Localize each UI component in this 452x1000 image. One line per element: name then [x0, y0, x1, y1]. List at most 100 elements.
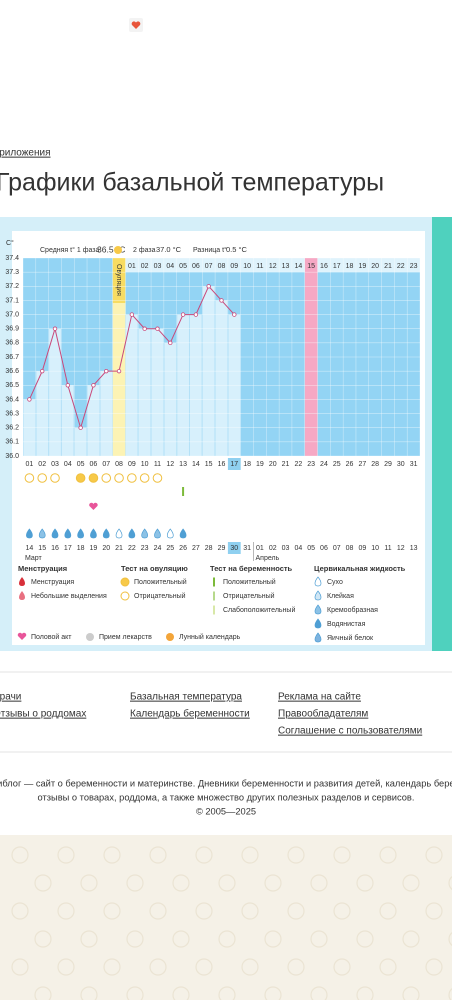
stat-value: 0.5 °C — [226, 245, 248, 254]
phase-label: 10 — [243, 263, 251, 270]
date-label: 11 — [384, 545, 391, 552]
ovulation-test — [114, 473, 124, 483]
x-tick-label: 25 — [333, 461, 341, 468]
legend-icon — [314, 604, 322, 615]
phase-label: 09 — [230, 263, 238, 270]
pattern-dot — [287, 902, 305, 920]
legend-icon — [213, 577, 215, 587]
legend-icon — [19, 577, 25, 586]
pattern-dot — [149, 958, 167, 976]
footer-link[interactable]: Врачи — [0, 692, 21, 703]
temperature-point — [52, 326, 58, 331]
temperature-point — [168, 340, 173, 346]
x-tick-label: 13 — [179, 461, 187, 468]
date-label: 03 — [282, 545, 290, 552]
pattern-dot — [126, 874, 144, 892]
pattern-dot — [310, 874, 328, 892]
legend-title: Цервикальная жидкость — [314, 564, 406, 573]
y-tick-label: 36.5 — [5, 382, 19, 389]
pattern-dot — [333, 902, 351, 920]
legend-icon — [17, 632, 27, 640]
pattern-dot — [402, 930, 420, 948]
cervical-fluid — [141, 528, 149, 539]
legend-icon — [314, 618, 322, 629]
date-label: 31 — [243, 545, 251, 552]
date-label: 23 — [141, 545, 149, 552]
x-tick-label: 19 — [256, 461, 264, 468]
footer-link[interactable]: Правообладателям — [278, 708, 368, 720]
temperature-point — [206, 284, 211, 289]
page-title: Графики базальной температуры — [0, 169, 384, 197]
x-tick-label: 27 — [358, 461, 366, 468]
pattern-dot — [172, 874, 190, 892]
y-tick-label: 36.3 — [5, 410, 19, 417]
date-label: 25 — [166, 545, 174, 552]
bar — [151, 328, 164, 456]
y-tick-label: 37.4 — [5, 255, 19, 262]
phase-label: 01 — [128, 263, 136, 270]
pattern-dot — [356, 986, 374, 1000]
ovulation-test — [139, 473, 150, 483]
cervical-fluid — [51, 528, 59, 539]
pattern-dot — [310, 930, 328, 948]
bar — [87, 385, 100, 456]
legend-item: Водянистая — [327, 621, 366, 628]
legend-item: Менструация — [31, 579, 74, 586]
cervical-fluid — [64, 528, 72, 539]
legend-icon — [314, 632, 322, 643]
footer-link[interactable]: Базальная температура — [130, 692, 242, 703]
cervical-fluid — [90, 528, 97, 539]
cervical-fluid — [179, 528, 187, 539]
legend-icon — [19, 591, 25, 600]
footer-link[interactable]: Соглашение с пользователями — [278, 726, 422, 737]
footer-link[interactable]: Реклама на сайте — [278, 692, 361, 703]
pattern-dot — [11, 846, 29, 864]
phase-label: 18 — [346, 263, 354, 270]
legend-title: Менструация — [18, 564, 67, 573]
y-tick-label: 36.8 — [5, 340, 19, 347]
breadcrumb[interactable]: Приложения — [0, 148, 51, 159]
legend-icon — [213, 591, 215, 601]
date-label: 02 — [269, 545, 277, 552]
phase-band — [125, 258, 421, 272]
date-label: 15 — [38, 545, 46, 552]
month-label: Март — [25, 555, 43, 562]
y-tick-label: 36.7 — [5, 354, 19, 361]
pattern-dot — [103, 902, 121, 920]
pattern-dot — [379, 902, 397, 920]
logo-heart[interactable] — [131, 21, 141, 29]
x-tick-label: 23 — [307, 461, 315, 468]
y-tick-label: 37.3 — [5, 269, 19, 276]
cervical-fluid — [154, 528, 161, 539]
y-unit: C° — [6, 239, 14, 247]
footer-link[interactable]: Отзывы о роддомах — [0, 709, 86, 720]
footer-link[interactable]: Календарь беременности — [130, 708, 250, 720]
pattern-dot — [425, 902, 443, 920]
stat-value: 36.5 °C — [97, 244, 125, 254]
legend-extra: Половой акт — [31, 633, 72, 641]
cervical-fluid — [128, 528, 136, 539]
pattern-dot — [425, 958, 443, 976]
x-tick-label: 31 — [410, 461, 418, 468]
temperature-point — [155, 326, 160, 331]
ovulation-test — [88, 473, 99, 483]
phase-label: 14 — [294, 263, 302, 270]
temperature-point — [104, 368, 109, 374]
date-label: 06 — [320, 545, 328, 552]
phase-label: 04 — [166, 263, 174, 270]
phase-label: 08 — [218, 263, 226, 270]
date-label: 21 — [115, 545, 123, 552]
legend-title: Тест на овуляцию — [121, 564, 188, 573]
ovulation-test — [37, 473, 48, 483]
date-label: 07 — [333, 545, 341, 552]
ovulation-flag — [112, 258, 126, 303]
pattern-dot — [333, 846, 351, 864]
phase-label: 16 — [320, 263, 328, 270]
bar — [138, 328, 151, 456]
date-label: 29 — [218, 545, 226, 552]
date-label: 30 — [230, 545, 238, 552]
cervical-fluid — [115, 528, 123, 539]
phase-label: 20 — [371, 263, 379, 270]
x-tick-label: 16 — [218, 461, 226, 468]
